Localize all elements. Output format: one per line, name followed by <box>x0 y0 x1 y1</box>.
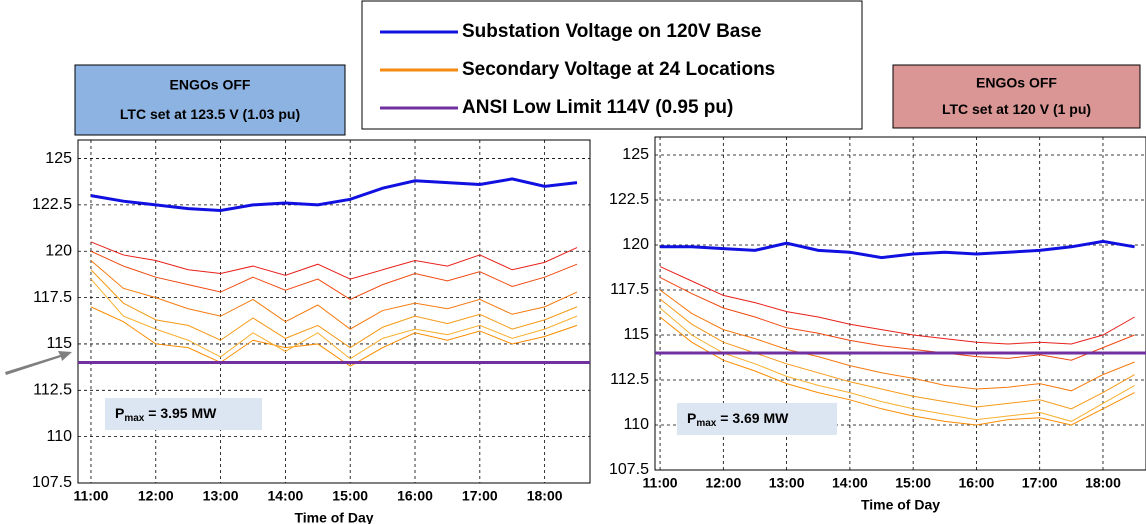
label-box <box>892 64 1141 129</box>
annotation-box <box>105 398 262 430</box>
series-line <box>90 306 578 367</box>
annotation-box <box>677 403 837 435</box>
legend-label: Secondary Voltage at 24 Locations <box>462 59 775 80</box>
annotation-text: = 3.69 MW <box>716 410 789 426</box>
annotation-symbol: P <box>115 405 124 421</box>
x-tick-label: 13:00 <box>203 488 239 504</box>
label-box-title: ENGOs OFF <box>976 75 1057 91</box>
label-box-subtitle: LTC set at 120 V (1 pu) <box>942 101 1091 117</box>
y-tick-label: 117.5 <box>610 281 649 298</box>
annotation: Pmax = 3.69 MW <box>687 410 789 429</box>
plot-area <box>77 139 591 484</box>
y-tick-label: 115 <box>46 335 72 352</box>
y-tick-label: 120 <box>45 242 72 259</box>
y-tick-label: 107.5 <box>609 461 649 478</box>
series-line <box>90 177 578 212</box>
series-line <box>90 269 578 349</box>
y-tick-label: 112.5 <box>33 382 72 399</box>
y-tick-label: 120 <box>622 236 649 253</box>
series-line <box>659 298 1135 410</box>
series-line <box>659 266 1135 345</box>
annotation-text: = 3.95 MW <box>144 405 217 421</box>
x-tick-label: 18:00 <box>1085 475 1121 491</box>
x-tick-label: 13:00 <box>769 475 805 491</box>
series-line <box>90 241 578 280</box>
x-tick-label: 15:00 <box>895 475 931 491</box>
annotation-subscript: max <box>696 418 716 429</box>
x-tick-label: 12:00 <box>705 475 741 491</box>
x-tick-label: 11:00 <box>73 488 108 504</box>
x-tick-label: 14:00 <box>267 488 303 504</box>
label-box-title: ENGOs OFF <box>170 77 251 93</box>
series-line <box>659 307 1135 422</box>
x-tick-label: 16:00 <box>397 488 433 504</box>
y-tick-label: 110 <box>623 416 649 433</box>
y-tick-label: 115 <box>623 326 649 343</box>
legend-label: ANSI Low Limit 114V (0.95 pu) <box>462 97 733 118</box>
series-line <box>659 289 1135 392</box>
y-tick-label: 122.5 <box>609 191 649 208</box>
x-tick-label: 16:00 <box>959 475 995 491</box>
y-tick-label: 112.5 <box>610 371 649 388</box>
series-line <box>660 239 1135 260</box>
x-tick-label: 17:00 <box>462 488 498 504</box>
x-tick-label: 17:00 <box>1022 475 1058 491</box>
y-tick-label: 110 <box>46 428 72 445</box>
series-line <box>90 278 578 360</box>
series-line <box>90 250 578 301</box>
y-tick-label: 125 <box>45 150 72 167</box>
x-tick-label: 15:00 <box>332 488 368 504</box>
annotation-symbol: P <box>687 410 696 426</box>
pointer-arrow <box>5 351 72 375</box>
y-tick-label: 107.5 <box>32 474 72 491</box>
y-tick-label: 122.5 <box>32 196 72 213</box>
y-tick-label: 117.5 <box>33 289 72 306</box>
x-axis-label: Time of Day <box>294 510 373 524</box>
label-box-subtitle: LTC set at 123.5 V (1.03 pu) <box>120 106 300 122</box>
x-tick-label: 11:00 <box>643 475 678 491</box>
series-line <box>659 276 1135 361</box>
series-line <box>659 316 1135 426</box>
x-tick-label: 18:00 <box>527 488 563 504</box>
x-axis-label: Time of Day <box>861 497 940 513</box>
series-line <box>90 260 578 330</box>
x-tick-label: 14:00 <box>832 475 868 491</box>
label-box <box>74 64 346 136</box>
x-tick-label: 12:00 <box>138 488 174 504</box>
legend-label: Substation Voltage on 120V Base <box>462 21 762 42</box>
annotation: Pmax = 3.95 MW <box>115 405 217 424</box>
annotation-subscript: max <box>124 413 144 424</box>
y-tick-label: 125 <box>622 146 649 163</box>
